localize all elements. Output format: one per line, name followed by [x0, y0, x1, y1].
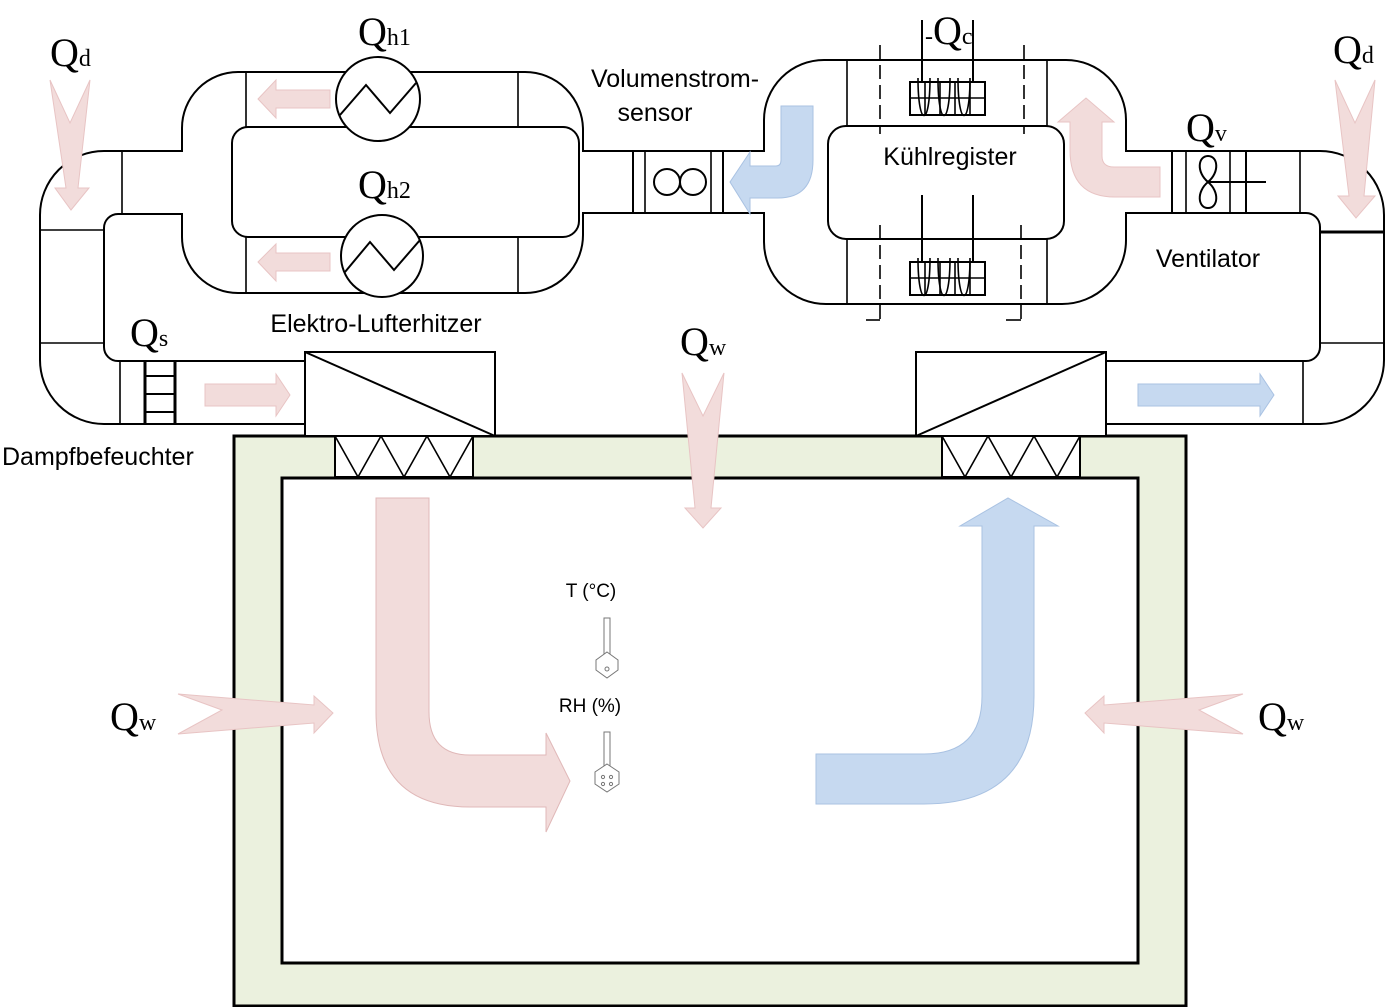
- flow-sensor-icon: [632, 150, 724, 214]
- label-ventilator: Ventilator: [1156, 245, 1260, 273]
- label-elektro-lufterhitzer: Elektro-Lufterhitzer: [270, 310, 481, 338]
- label-qd-right: Qd: [1333, 27, 1374, 72]
- air-duct-system: [39, 59, 1385, 425]
- label-temperature: T (°C): [566, 581, 617, 602]
- left-duct-outer: [39, 71, 635, 425]
- label-qh1: Qh1: [358, 9, 411, 54]
- warm-arrow-fan-bend: [1056, 97, 1161, 198]
- warm-arrow-qd-left: [49, 79, 91, 211]
- temperature-sensor-icon: [595, 617, 619, 679]
- warm-arrow-qw-left: [177, 693, 334, 735]
- label-volumenstrom-line2: sensor: [617, 99, 692, 127]
- left-duct-inner: [103, 212, 635, 362]
- label-qc: -Qc: [925, 8, 973, 53]
- warm-air-supply-arrow: [375, 497, 571, 833]
- cool-arrow-cooler-bend: [729, 105, 814, 216]
- label-qw-left: Qw: [110, 694, 157, 739]
- label-qd-left: Qd: [50, 30, 91, 75]
- inlet-transition-box: [304, 351, 496, 437]
- label-qw-right: Qw: [1258, 694, 1305, 739]
- electric-heater-1-icon: [335, 56, 421, 142]
- label-dampfbefeuchter: Dampfbefeuchter: [2, 443, 194, 471]
- label-humidity: RH (%): [559, 696, 621, 717]
- fan-icon: [1171, 150, 1266, 214]
- warm-arrow-humidifier: [204, 372, 291, 418]
- label-qs: Qs: [130, 310, 168, 355]
- warm-arrow-qw-right: [1084, 693, 1244, 735]
- cooling-coil-bottom-icon: [866, 195, 1022, 321]
- warm-arrow-heater1: [257, 78, 331, 120]
- steam-humidifier-icon: [143, 362, 177, 424]
- label-qh2: Qh2: [358, 162, 411, 207]
- cool-arrow-outlet: [1137, 372, 1275, 418]
- right-duct-inner: [716, 212, 1321, 362]
- warm-arrow-heater2: [257, 242, 331, 283]
- cooler-island: [827, 125, 1065, 240]
- air-flow-arrows: [49, 78, 1377, 833]
- cool-air-return-arrow: [815, 497, 1060, 805]
- warm-arrow-qw-top: [681, 372, 725, 529]
- outlet-grille: [941, 434, 1081, 479]
- humidity-sensor-icon: [594, 731, 620, 793]
- label-qv: Qv: [1186, 105, 1227, 150]
- outlet-transition-box: [915, 351, 1107, 437]
- warm-arrow-qd-right: [1334, 79, 1377, 219]
- label-kuehlregister: Kühlregister: [883, 143, 1016, 171]
- cooling-coil-top-icon: [879, 20, 1025, 134]
- label-volumenstrom-line1: Volumenstrom-: [591, 65, 759, 93]
- label-qw-top: Qw: [680, 319, 727, 364]
- electric-heater-2-icon: [340, 214, 424, 298]
- component-labels: Volumenstrom- sensor Kühlregister Ventil…: [2, 65, 1260, 717]
- inlet-grille: [334, 434, 474, 479]
- heat-flow-labels: Qd Qd Qh1 Qh2 -Qc Qv Qs Qw Qw Qw: [50, 8, 1374, 739]
